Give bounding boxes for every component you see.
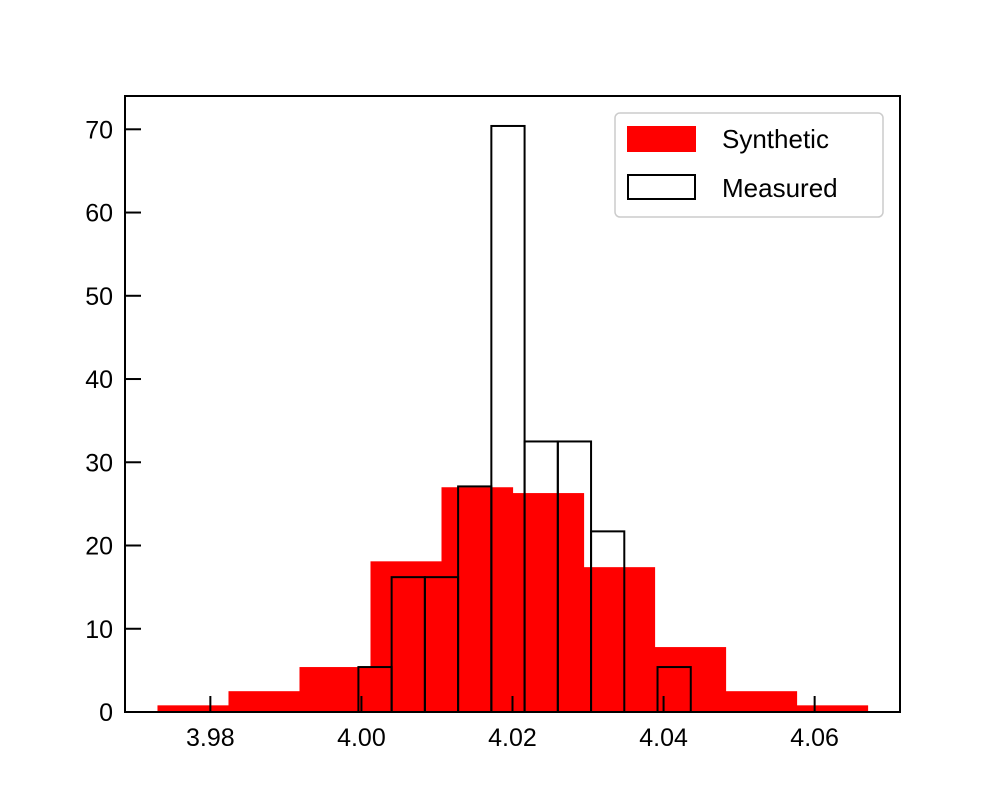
y-tick-label: 10 xyxy=(85,616,113,644)
x-tick-label: 3.98 xyxy=(186,724,235,752)
y-axis: 0 10 20 30 40 50 60 70 xyxy=(85,116,141,727)
synthetic-bar xyxy=(370,561,443,712)
legend-swatch-measured xyxy=(627,174,696,200)
synthetic-bar xyxy=(725,691,798,712)
legend-label-synthetic: Synthetic xyxy=(722,124,829,154)
synthetic-bar xyxy=(299,667,372,712)
legend: Synthetic Measured xyxy=(614,112,884,218)
synthetic-bar xyxy=(157,705,230,712)
synthetic-bar xyxy=(583,567,656,712)
y-tick-label: 60 xyxy=(85,200,113,228)
x-tick-label: 4.04 xyxy=(639,724,688,752)
synthetic-bar xyxy=(228,691,301,712)
x-tick-label: 4.02 xyxy=(488,724,537,752)
synthetic-bar xyxy=(512,493,585,712)
y-tick-label: 30 xyxy=(85,449,113,477)
x-tick-label: 4.06 xyxy=(790,724,839,752)
synthetic-bar xyxy=(441,487,514,712)
y-tick-label: 20 xyxy=(85,533,113,561)
x-axis: 3.98 4.00 4.02 4.04 4.06 xyxy=(186,696,839,752)
y-tick-label: 50 xyxy=(85,283,113,311)
y-tick-label: 70 xyxy=(85,116,113,144)
legend-swatch-synthetic xyxy=(627,126,696,152)
legend-label-measured: Measured xyxy=(722,173,838,203)
y-tick-label: 0 xyxy=(99,699,113,727)
synthetic-bar xyxy=(796,705,869,712)
x-tick-label: 4.00 xyxy=(337,724,386,752)
synthetic-series xyxy=(157,487,869,712)
y-tick-label: 40 xyxy=(85,366,113,394)
